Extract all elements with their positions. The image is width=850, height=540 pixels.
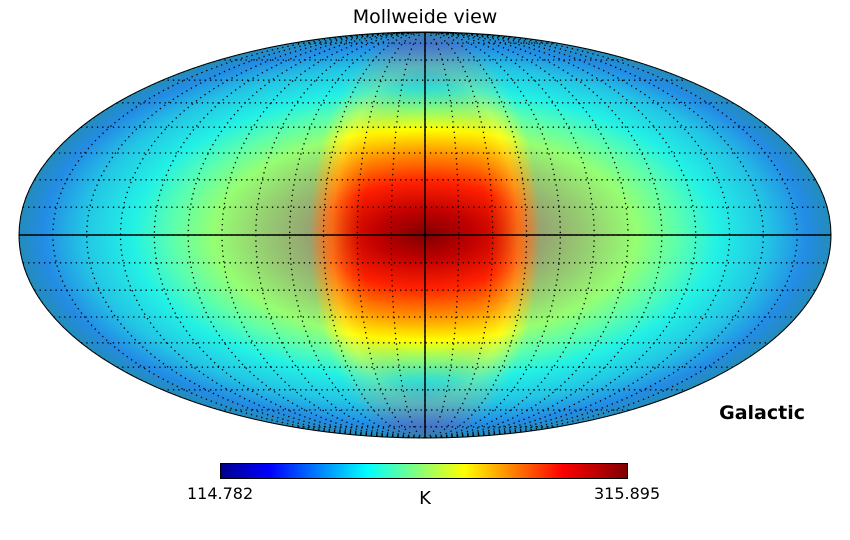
colorbar-min-label: 114.782 (187, 484, 254, 503)
colorbar-max-label: 315.895 (594, 484, 661, 503)
graticule-meridian (424, 32, 731, 438)
graticule-meridian (119, 32, 426, 438)
colorbar (220, 463, 628, 479)
graticule-meridian (424, 32, 528, 438)
graticule-meridian (255, 32, 426, 438)
coordinate-system-label: Galactic (719, 402, 805, 424)
colorbar-unit-label: K (419, 488, 431, 509)
graticule-meridian (390, 32, 426, 438)
chart-title: Mollweide view (352, 6, 498, 28)
graticule-meridian (424, 32, 460, 438)
